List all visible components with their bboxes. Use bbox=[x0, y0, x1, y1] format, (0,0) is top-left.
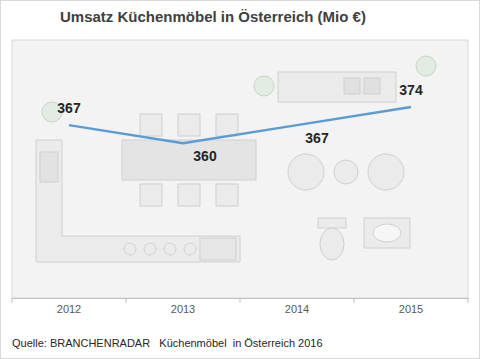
floor-plan-shape bbox=[184, 243, 196, 255]
floor-plan-shape bbox=[364, 218, 410, 248]
floor-plan-shape bbox=[318, 218, 346, 228]
floor-plan-shape bbox=[368, 154, 404, 190]
floor-plan-shape bbox=[144, 243, 156, 255]
floor-plan-shape bbox=[320, 228, 344, 260]
x-tick: 2014 bbox=[285, 298, 309, 315]
floor-plan-shape bbox=[344, 78, 360, 94]
floor-plan-shape bbox=[334, 160, 358, 184]
x-tick: 2015 bbox=[399, 298, 423, 315]
x-axis: 2012 2013 2014 2015 bbox=[13, 298, 469, 315]
floor-plan-shape bbox=[254, 76, 274, 96]
data-label: 367 bbox=[57, 100, 81, 116]
floor-plan-shape bbox=[216, 114, 238, 136]
x-tick-label: 2013 bbox=[171, 303, 195, 315]
background bbox=[12, 40, 468, 298]
title: Umsatz Küchenmöbel in Österreich (Mio €) bbox=[60, 8, 366, 25]
floor-plan-shape bbox=[140, 114, 162, 136]
floor-plan-shape bbox=[216, 184, 238, 206]
data-label: 374 bbox=[399, 82, 423, 98]
floor-plan-shape bbox=[178, 114, 200, 136]
floor-plan-shape bbox=[140, 184, 162, 206]
x-tick: 2012 bbox=[57, 298, 81, 315]
marks bbox=[69, 107, 411, 143]
x-tick-label: 2015 bbox=[399, 303, 423, 315]
data-label: 367 bbox=[305, 130, 329, 146]
x-tick-label: 2012 bbox=[57, 303, 81, 315]
plot-frame bbox=[12, 40, 468, 298]
floor-plan-shape bbox=[40, 152, 58, 182]
floor-plan-shape bbox=[278, 72, 396, 102]
x-tick: 2013 bbox=[171, 298, 195, 315]
source-note: Quelle: BRANCHENRADAR Küchenmöbel in Öst… bbox=[12, 337, 323, 349]
line bbox=[69, 107, 411, 143]
x-axis-line bbox=[13, 298, 469, 299]
x-tick-label: 2014 bbox=[285, 303, 309, 315]
floor-plan-shape bbox=[124, 243, 136, 255]
category-separator bbox=[12, 298, 13, 303]
floor-plan-shape bbox=[373, 224, 401, 242]
chart: Umsatz Küchenmöbel in Österreich (Mio €)… bbox=[0, 0, 480, 359]
chart-border bbox=[1, 1, 480, 359]
floor-plan-shape bbox=[200, 238, 236, 260]
floor-plan-shape bbox=[122, 140, 256, 180]
floor-plan-shape bbox=[416, 56, 436, 76]
floor-plan-shape bbox=[364, 78, 380, 94]
data-label: 360 bbox=[193, 148, 217, 164]
floor-plan-shape bbox=[288, 154, 324, 190]
floor-plan-shape bbox=[178, 184, 200, 206]
floor-plan-shape bbox=[164, 243, 176, 255]
